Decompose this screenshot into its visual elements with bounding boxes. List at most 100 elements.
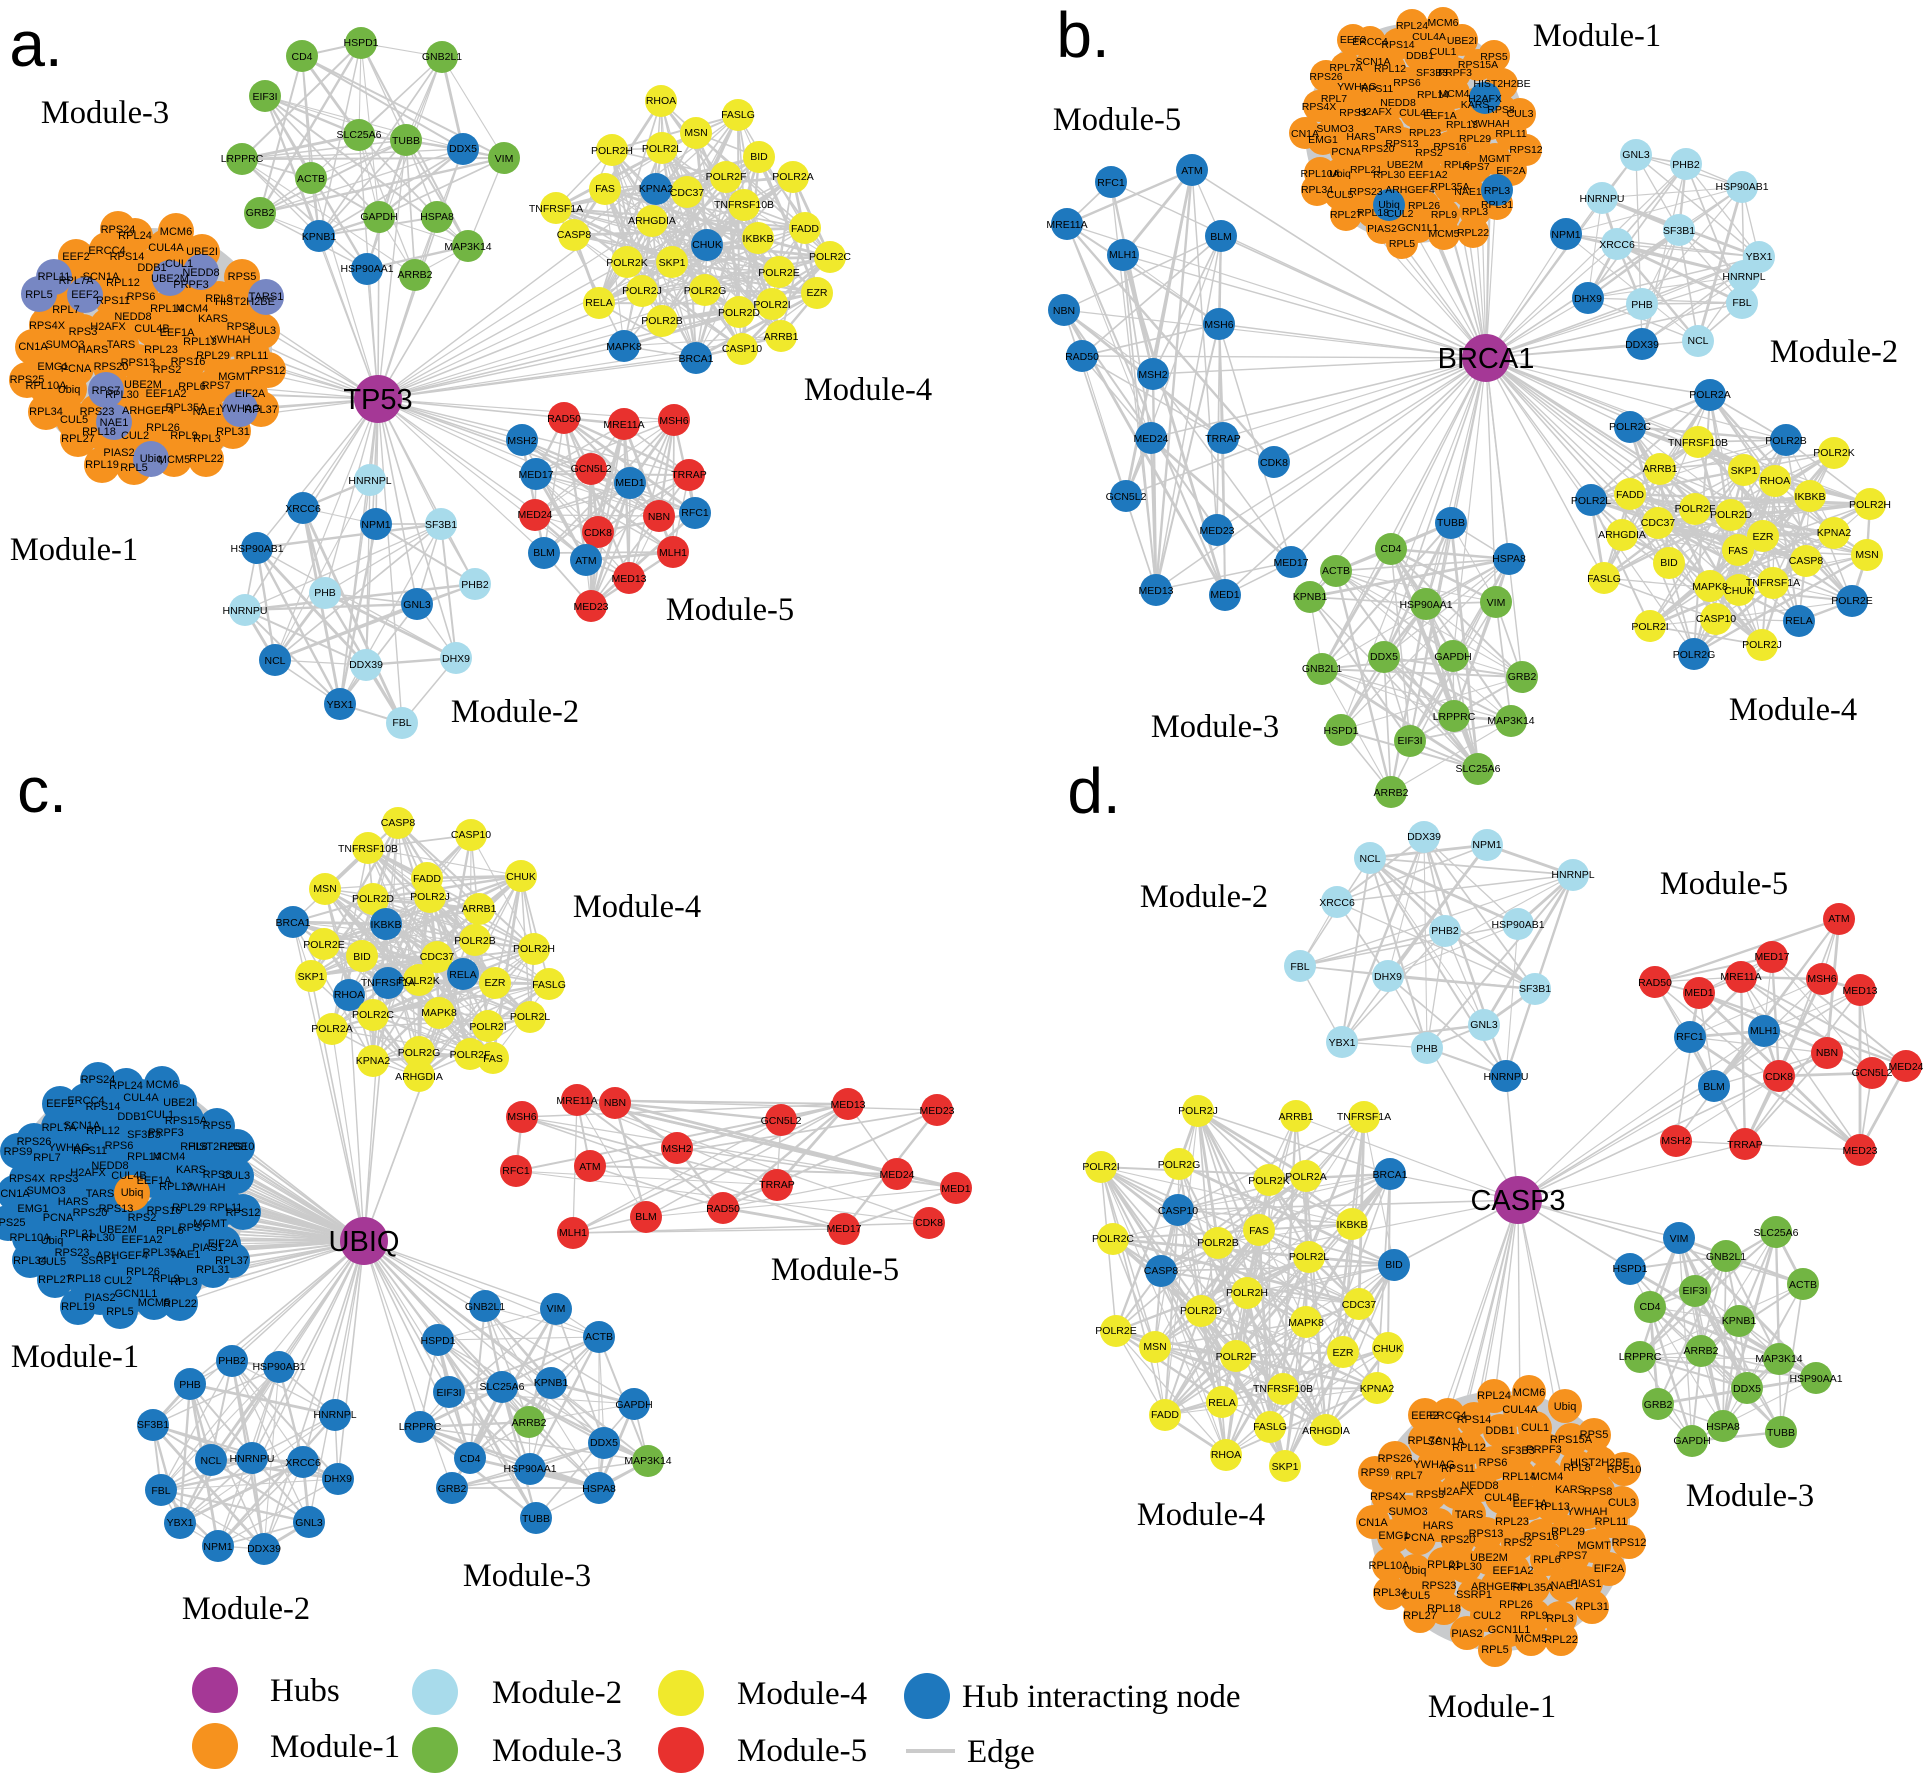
svg-text:PIAS2: PIAS2 (103, 447, 134, 459)
svg-text:YBX1: YBX1 (327, 699, 354, 711)
svg-text:MCM6: MCM6 (1513, 1387, 1545, 1399)
svg-text:RPL13: RPL13 (1536, 1501, 1570, 1513)
svg-text:RPL35A: RPL35A (143, 1247, 185, 1259)
svg-text:POLR2A: POLR2A (772, 171, 813, 183)
svg-text:RPS4X: RPS4X (1302, 101, 1336, 113)
svg-text:Module-2: Module-2 (1140, 879, 1268, 915)
svg-text:RPL13: RPL13 (159, 1181, 193, 1193)
svg-text:SCN1A: SCN1A (1428, 1436, 1465, 1448)
svg-text:POLR2H: POLR2H (1226, 1287, 1268, 1299)
svg-text:RPL7A: RPL7A (1329, 62, 1362, 74)
svg-text:HNRNPL: HNRNPL (1551, 869, 1594, 881)
svg-text:DDX5: DDX5 (449, 143, 477, 155)
svg-text:PHB2: PHB2 (218, 1355, 246, 1367)
svg-text:MLH1: MLH1 (1750, 1025, 1778, 1037)
svg-text:MAP3K14: MAP3K14 (624, 1455, 671, 1467)
svg-text:RPS10: RPS10 (220, 1141, 255, 1153)
svg-text:BLM: BLM (533, 547, 555, 559)
svg-text:BID: BID (1385, 1259, 1403, 1271)
svg-text:RPL10A: RPL10A (10, 1232, 52, 1244)
svg-text:TARS: TARS (1455, 1509, 1484, 1521)
svg-text:EMG1: EMG1 (1378, 1530, 1409, 1542)
svg-text:NPM1: NPM1 (203, 1541, 232, 1553)
svg-text:TUBB: TUBB (1437, 517, 1465, 529)
svg-text:RPL13: RPL13 (183, 336, 217, 348)
svg-text:EIF2A: EIF2A (235, 388, 266, 400)
svg-text:RAD50: RAD50 (706, 1203, 740, 1215)
svg-text:SLC25A6: SLC25A6 (1754, 1227, 1799, 1239)
svg-text:RPL27: RPL27 (61, 433, 95, 445)
svg-text:EIF3I: EIF3I (1397, 735, 1422, 747)
svg-text:SSRP1: SSRP1 (81, 1255, 117, 1267)
svg-text:EZR: EZR (485, 977, 506, 989)
svg-text:LRPPRC: LRPPRC (1433, 711, 1476, 723)
svg-text:BRCA1: BRCA1 (275, 917, 310, 929)
svg-text:RPL3: RPL3 (1484, 185, 1510, 197)
svg-text:PHB2: PHB2 (461, 579, 489, 591)
svg-text:Module-3: Module-3 (463, 1558, 591, 1594)
svg-text:HIST2H2BE: HIST2H2BE (1473, 78, 1530, 90)
svg-text:MCM6: MCM6 (146, 1079, 178, 1091)
svg-text:FASLG: FASLG (532, 979, 566, 991)
svg-text:POLR2I: POLR2I (1082, 1161, 1119, 1173)
svg-text:UBE2I: UBE2I (163, 1097, 195, 1109)
svg-text:KPNB1: KPNB1 (1293, 591, 1328, 603)
svg-text:RPS15A: RPS15A (165, 1115, 208, 1127)
svg-text:RPL24: RPL24 (118, 230, 152, 242)
svg-text:RPS20: RPS20 (1361, 143, 1394, 155)
svg-text:RPS6: RPS6 (1479, 1457, 1508, 1469)
svg-text:POLR2I: POLR2I (753, 299, 790, 311)
svg-text:TRRAP: TRRAP (1727, 1139, 1763, 1151)
svg-text:XRCC6: XRCC6 (1319, 897, 1355, 909)
svg-text:KARS: KARS (1461, 99, 1490, 111)
svg-text:Ubiq: Ubiq (121, 1187, 144, 1199)
svg-text:RPL10A: RPL10A (1300, 168, 1339, 180)
svg-text:RPL27: RPL27 (1330, 209, 1362, 221)
svg-text:RPL34: RPL34 (29, 406, 63, 418)
svg-text:MCM4: MCM4 (176, 303, 208, 315)
svg-text:MSN: MSN (1143, 1341, 1166, 1353)
svg-text:GRB2: GRB2 (438, 1483, 467, 1495)
svg-text:SF3B3: SF3B3 (1416, 67, 1448, 79)
svg-text:RPL3: RPL3 (170, 1276, 198, 1288)
svg-text:Module-3: Module-3 (41, 95, 169, 131)
svg-text:PHB: PHB (1631, 299, 1653, 311)
svg-text:RPL12: RPL12 (86, 1125, 120, 1137)
svg-text:MED13: MED13 (1138, 585, 1173, 597)
svg-text:NCL: NCL (200, 1455, 221, 1467)
svg-text:RPS23: RPS23 (80, 406, 115, 418)
svg-text:RPL7: RPL7 (33, 1152, 61, 1164)
svg-text:RPS3: RPS3 (69, 326, 98, 338)
svg-text:TUBB: TUBB (522, 1513, 550, 1525)
svg-text:ATM: ATM (1828, 913, 1849, 925)
svg-text:NEDD8: NEDD8 (114, 311, 151, 323)
svg-text:RELA: RELA (449, 969, 476, 981)
svg-text:Module-1: Module-1 (10, 532, 138, 568)
svg-text:Module-4: Module-4 (573, 889, 701, 925)
svg-text:HNRNPL: HNRNPL (348, 475, 391, 487)
svg-text:RPS5: RPS5 (1580, 1429, 1609, 1441)
svg-text:HSP90AA1: HSP90AA1 (1399, 599, 1452, 611)
svg-text:KARS: KARS (1555, 1484, 1585, 1496)
svg-text:EIF2A: EIF2A (208, 1238, 239, 1250)
svg-text:SCN1A: SCN1A (64, 1120, 101, 1132)
svg-text:RFC1: RFC1 (1097, 177, 1125, 189)
svg-text:RPL27: RPL27 (38, 1274, 72, 1286)
svg-text:RPS2: RPS2 (1504, 1537, 1533, 1549)
svg-text:CHUK: CHUK (1373, 1343, 1403, 1355)
svg-text:GNB2L1: GNB2L1 (422, 51, 462, 63)
svg-text:SUMO3: SUMO3 (45, 339, 84, 351)
svg-text:RPS24: RPS24 (101, 224, 136, 236)
svg-text:FBL: FBL (1290, 961, 1309, 973)
svg-text:EEF2: EEF2 (46, 1098, 74, 1110)
svg-text:CUL3: CUL3 (1507, 108, 1534, 120)
svg-text:TNFRSF1A: TNFRSF1A (529, 203, 583, 215)
svg-text:CUL1: CUL1 (1430, 46, 1457, 58)
svg-text:RAD50: RAD50 (1065, 351, 1099, 363)
svg-text:RPL34: RPL34 (1301, 184, 1333, 196)
svg-text:Module-5: Module-5 (1053, 102, 1181, 138)
svg-text:EIF3I: EIF3I (436, 1387, 461, 1399)
svg-text:Ubiq: Ubiq (140, 453, 163, 465)
svg-text:DDX5: DDX5 (1733, 1383, 1761, 1395)
svg-text:EIF3I: EIF3I (252, 91, 277, 103)
